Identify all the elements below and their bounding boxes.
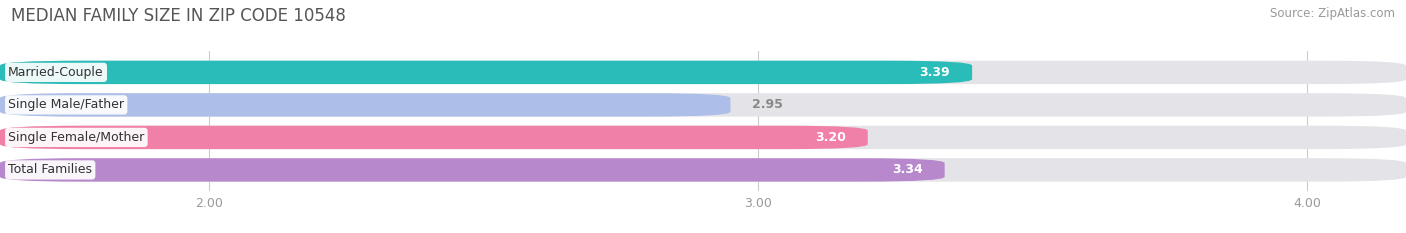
Text: Total Families: Total Families xyxy=(8,163,93,176)
Text: Married-Couple: Married-Couple xyxy=(8,66,104,79)
Text: 3.34: 3.34 xyxy=(891,163,922,176)
Text: Single Male/Father: Single Male/Father xyxy=(8,98,124,111)
FancyBboxPatch shape xyxy=(0,61,1406,84)
FancyBboxPatch shape xyxy=(0,61,972,84)
FancyBboxPatch shape xyxy=(0,93,731,116)
Text: 3.39: 3.39 xyxy=(920,66,950,79)
Text: 3.20: 3.20 xyxy=(815,131,846,144)
Text: Source: ZipAtlas.com: Source: ZipAtlas.com xyxy=(1270,7,1395,20)
Text: 2.95: 2.95 xyxy=(752,98,783,111)
FancyBboxPatch shape xyxy=(0,126,1406,149)
Text: Single Female/Mother: Single Female/Mother xyxy=(8,131,145,144)
FancyBboxPatch shape xyxy=(0,158,945,182)
Text: MEDIAN FAMILY SIZE IN ZIP CODE 10548: MEDIAN FAMILY SIZE IN ZIP CODE 10548 xyxy=(11,7,346,25)
FancyBboxPatch shape xyxy=(0,126,868,149)
FancyBboxPatch shape xyxy=(0,158,1406,182)
FancyBboxPatch shape xyxy=(0,93,1406,116)
